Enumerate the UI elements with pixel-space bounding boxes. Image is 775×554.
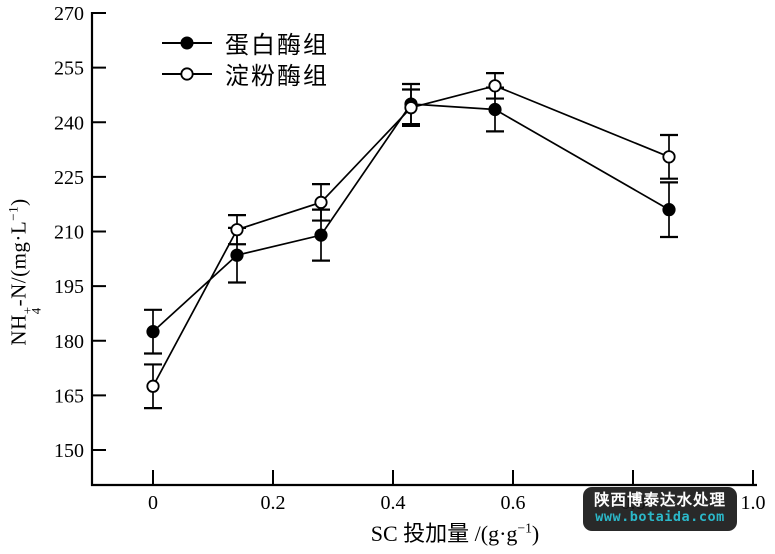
x-tick-label: 1.0: [741, 492, 766, 514]
y-tick-label: 210: [54, 222, 84, 244]
y-tick-label: 180: [54, 331, 84, 353]
data-point: [146, 325, 160, 339]
data-point: [662, 150, 676, 164]
legend: 蛋白酶组 淀粉酶组: [162, 27, 329, 90]
data-point: [146, 379, 160, 393]
legend-item-protease-group: 蛋白酶组: [162, 27, 329, 59]
y-tick-label: 225: [54, 167, 84, 189]
legend-item-amylase-group: 淀粉酶组: [162, 58, 329, 90]
filled-circle-marker-icon: [162, 36, 212, 49]
open-circle-marker-icon: [162, 66, 212, 81]
y-tick-label: 255: [54, 58, 84, 80]
x-axis-title: SC 投加量 /(g·g−1): [370, 520, 540, 546]
y-tick-label: 195: [54, 276, 84, 298]
watermark-url: www.botaida.com: [595, 509, 725, 526]
data-point: [488, 102, 502, 117]
y-tick-label: 270: [54, 3, 84, 25]
watermark-text: 陕西博泰达水处理: [593, 492, 726, 510]
legend-label: 淀粉酶组: [225, 64, 329, 90]
x-tick-label: 0.2: [261, 492, 286, 514]
data-point: [404, 101, 418, 115]
data-point: [230, 248, 244, 262]
x-tick-label: 0: [148, 492, 158, 514]
data-point: [314, 195, 328, 209]
data-point: [230, 223, 244, 237]
data-point: [488, 79, 502, 93]
series-line: [152, 103, 670, 333]
y-axis-title: NH +4 -N/(mg·L−1): [5, 198, 44, 346]
x-tick-label: 0.4: [381, 492, 406, 514]
watermark: 陕西博泰达水处理 www.botaida.com: [583, 487, 737, 531]
y-tick-label: 165: [54, 385, 84, 407]
x-tick-label: 0.6: [501, 492, 526, 514]
data-point: [314, 228, 328, 242]
data-point: [662, 203, 676, 217]
series-line: [152, 84, 670, 387]
legend-label: 蛋白酶组: [225, 33, 329, 59]
y-tick-label: 150: [54, 440, 84, 462]
y-tick-label: 240: [54, 112, 84, 134]
